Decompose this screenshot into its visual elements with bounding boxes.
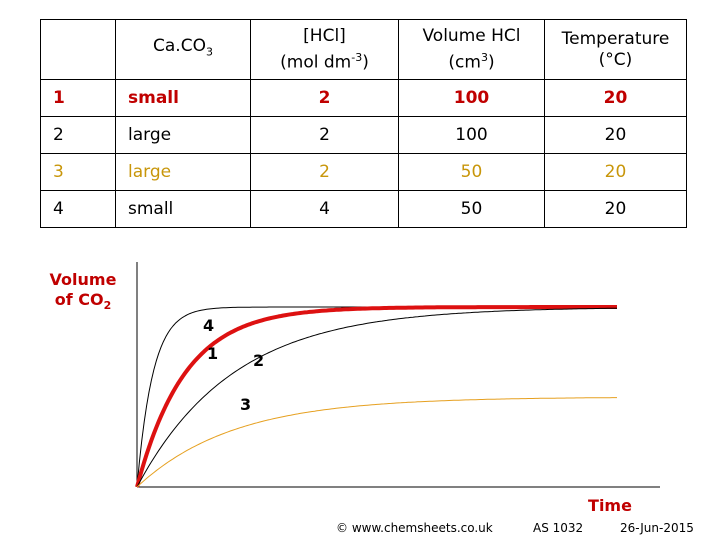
caco3-size: large <box>115 116 251 154</box>
series-line-3 <box>136 397 617 488</box>
document-date: 26-Jun-2015 <box>620 521 694 535</box>
curve-label-2: 2 <box>253 351 264 370</box>
header-run <box>40 19 116 80</box>
curve-label-4: 4 <box>203 316 214 335</box>
curve-label-1: 1 <box>207 344 218 363</box>
hcl-volume: 50 <box>398 153 545 191</box>
conditions-table: Ca.CO3 [HCl] (mol dm-3) Volume HCl (cm3)… <box>40 19 687 228</box>
temperature: 20 <box>544 190 687 228</box>
hcl-volume: 100 <box>398 116 545 154</box>
table-row: 4 small 4 50 20 <box>40 190 687 228</box>
hcl-volume: 50 <box>398 190 545 228</box>
series-line-1 <box>135 305 617 488</box>
y-axis-label: Volume of CO2 <box>49 270 117 313</box>
run-number: 2 <box>40 116 116 154</box>
hcl-conc: 2 <box>250 116 399 154</box>
hcl-conc: 4 <box>250 190 399 228</box>
temperature: 20 <box>544 79 687 117</box>
hcl-volume: 100 <box>398 79 545 117</box>
table-row: 3 large 2 50 20 <box>40 153 687 191</box>
document-code: AS 1032 <box>533 521 584 535</box>
copyright-text: © www.chemsheets.co.uk <box>336 521 493 535</box>
x-axis-label: Time <box>588 496 632 515</box>
hcl-conc: 2 <box>250 153 399 191</box>
curve-label-3: 3 <box>240 395 251 414</box>
header-volume: Volume HCl (cm3) <box>398 19 545 80</box>
header-temperature: Temperature (°C) <box>544 19 687 80</box>
caco3-size: small <box>115 190 251 228</box>
table-header-row: Ca.CO3 [HCl] (mol dm-3) Volume HCl (cm3)… <box>40 19 687 80</box>
series-line-2 <box>136 307 617 488</box>
run-number: 1 <box>40 79 116 117</box>
table-row: 1 small 2 100 20 <box>40 79 687 117</box>
run-number: 4 <box>40 190 116 228</box>
temperature: 20 <box>544 116 687 154</box>
caco3-size: small <box>115 79 251 117</box>
table-row: 2 large 2 100 20 <box>40 116 687 154</box>
